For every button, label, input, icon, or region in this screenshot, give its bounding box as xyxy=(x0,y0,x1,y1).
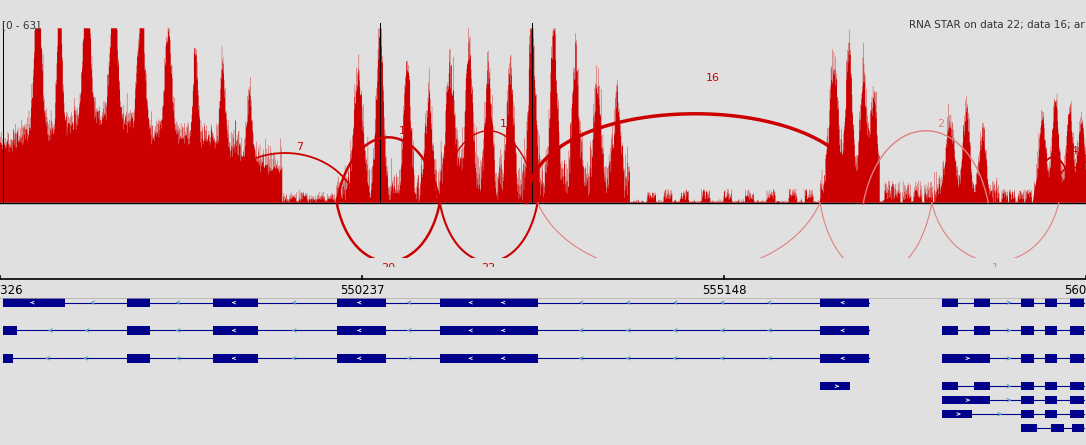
Bar xyxy=(337,326,386,335)
Bar xyxy=(942,298,958,307)
Bar xyxy=(1070,382,1084,390)
Bar xyxy=(820,326,869,335)
Text: 7: 7 xyxy=(295,142,303,152)
Bar xyxy=(3,298,65,307)
Bar xyxy=(3,354,13,363)
Text: 1: 1 xyxy=(872,276,880,286)
Bar xyxy=(820,354,869,363)
Bar xyxy=(440,354,538,363)
Bar xyxy=(1021,410,1034,418)
Bar xyxy=(1070,410,1084,418)
Bar xyxy=(440,298,538,307)
Text: [0 - 63]: [0 - 63] xyxy=(2,20,40,30)
Text: 2: 2 xyxy=(936,119,944,129)
Bar xyxy=(942,354,990,363)
Bar xyxy=(1070,396,1084,405)
Text: 2: 2 xyxy=(1082,155,1086,165)
Bar xyxy=(942,326,958,335)
Bar xyxy=(974,382,990,390)
Text: 1: 1 xyxy=(675,276,682,286)
Bar xyxy=(1045,410,1057,418)
Bar xyxy=(3,326,17,335)
Bar xyxy=(942,396,990,405)
Text: 560059: 560059 xyxy=(1064,284,1086,297)
Bar xyxy=(1072,424,1084,432)
Bar xyxy=(1070,298,1084,307)
Bar xyxy=(127,298,150,307)
Bar xyxy=(213,326,258,335)
Text: 22: 22 xyxy=(481,263,496,273)
Bar xyxy=(1070,326,1084,335)
Bar xyxy=(127,326,150,335)
Bar xyxy=(820,382,850,390)
Bar xyxy=(127,354,150,363)
Bar xyxy=(440,326,538,335)
Bar xyxy=(1045,396,1057,405)
Bar xyxy=(974,326,990,335)
Text: 34: 34 xyxy=(1064,146,1078,156)
Text: 545326: 545326 xyxy=(0,284,23,297)
Text: 555148: 555148 xyxy=(702,284,746,297)
Bar xyxy=(1045,354,1057,363)
Bar xyxy=(1021,298,1034,307)
Bar xyxy=(1021,396,1034,405)
Text: 20: 20 xyxy=(381,263,395,273)
Bar xyxy=(1051,424,1064,432)
Bar xyxy=(942,410,972,418)
Bar xyxy=(1021,382,1034,390)
Bar xyxy=(213,354,258,363)
Bar xyxy=(942,382,958,390)
Bar xyxy=(1070,354,1084,363)
Bar xyxy=(1021,424,1037,432)
Text: 14: 14 xyxy=(400,126,414,136)
Bar xyxy=(337,354,386,363)
Text: RNA STAR on data 22; data 16; ar: RNA STAR on data 22; data 16; ar xyxy=(909,20,1085,30)
Bar xyxy=(1045,326,1057,335)
Bar xyxy=(1045,298,1057,307)
Text: 550237: 550237 xyxy=(340,284,384,297)
Bar xyxy=(1045,382,1057,390)
Text: 1: 1 xyxy=(500,119,506,129)
Bar xyxy=(974,298,990,307)
Bar xyxy=(1021,326,1034,335)
Bar xyxy=(820,298,869,307)
Bar xyxy=(213,298,258,307)
Bar xyxy=(337,298,386,307)
Text: 1: 1 xyxy=(992,263,999,273)
Text: 16: 16 xyxy=(706,73,720,83)
Bar xyxy=(1021,354,1034,363)
